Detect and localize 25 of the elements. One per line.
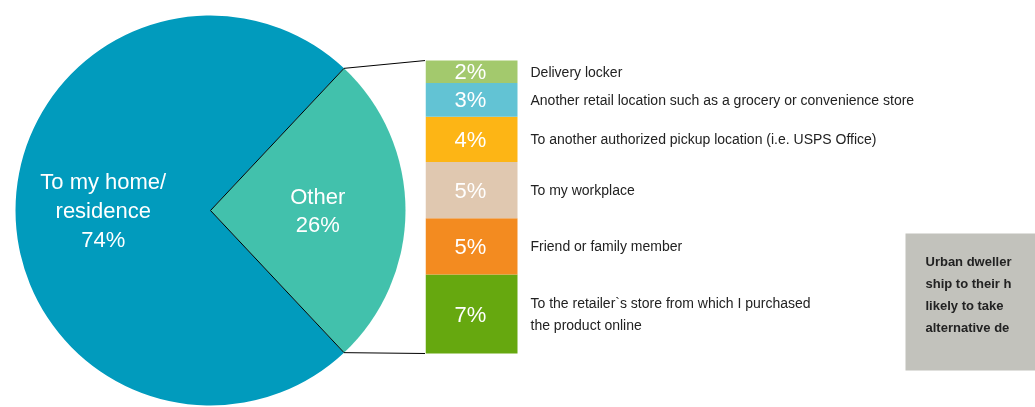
series-label: Another retail location such as a grocery or convenience store [530, 91, 915, 108]
series-label: Friend or family member [530, 238, 683, 255]
text: alternative de [925, 320, 1010, 335]
series-label: To the retailer`s store from which I purchased the product online [530, 295, 811, 333]
text: likely to take [925, 298, 1004, 313]
data-label: 4% [454, 126, 487, 152]
data-label: 26% [295, 212, 340, 238]
data-label: 7% [454, 301, 487, 327]
series-label: To my workplace [530, 182, 635, 199]
data-label: 74% [81, 226, 126, 252]
data-label: 5% [454, 233, 487, 259]
text: Urban dweller [925, 254, 1012, 269]
data-label: 5% [454, 177, 487, 203]
data-label: 3% [454, 87, 487, 113]
bar [425, 116, 518, 162]
bar [425, 274, 518, 354]
text: ship to their h [925, 276, 1012, 291]
series-label: Delivery locker [530, 63, 623, 80]
bar [425, 83, 518, 117]
series-label: To another authorized pickup location (i.e. USPS Office) [530, 131, 877, 148]
data-label: 2% [454, 59, 487, 85]
slice-label: To my home/ residence [40, 169, 168, 223]
bar [425, 161, 518, 219]
slice-label: Other [290, 183, 346, 209]
bar [425, 218, 518, 275]
